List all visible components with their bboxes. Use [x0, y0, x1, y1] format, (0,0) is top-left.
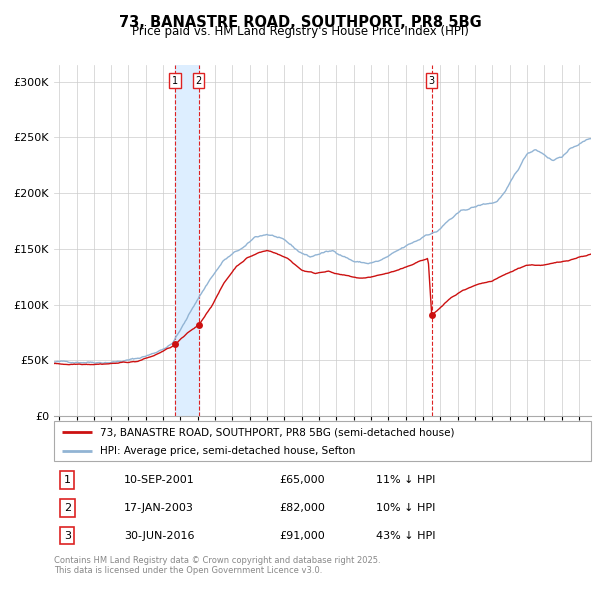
FancyBboxPatch shape	[54, 421, 591, 461]
Text: £65,000: £65,000	[280, 475, 325, 485]
Bar	[175, 65, 199, 416]
Text: 1: 1	[172, 76, 178, 86]
Text: 3: 3	[64, 531, 71, 541]
Text: 73, BANASTRE ROAD, SOUTHPORT, PR8 5BG (semi-detached house): 73, BANASTRE ROAD, SOUTHPORT, PR8 5BG (s…	[100, 428, 454, 438]
Text: 10% ↓ HPI: 10% ↓ HPI	[376, 503, 436, 513]
Text: 10-SEP-2001: 10-SEP-2001	[124, 475, 194, 485]
Text: £91,000: £91,000	[280, 531, 325, 541]
Text: 2: 2	[196, 76, 202, 86]
Text: 73, BANASTRE ROAD, SOUTHPORT, PR8 5BG: 73, BANASTRE ROAD, SOUTHPORT, PR8 5BG	[119, 15, 481, 30]
Text: HPI: Average price, semi-detached house, Sefton: HPI: Average price, semi-detached house,…	[100, 447, 355, 456]
Text: £82,000: £82,000	[280, 503, 325, 513]
Text: 17-JAN-2003: 17-JAN-2003	[124, 503, 194, 513]
Text: 43% ↓ HPI: 43% ↓ HPI	[376, 531, 436, 541]
Text: 1: 1	[64, 475, 71, 485]
Text: 30-JUN-2016: 30-JUN-2016	[124, 531, 194, 541]
Text: Contains HM Land Registry data © Crown copyright and database right 2025.
This d: Contains HM Land Registry data © Crown c…	[54, 556, 380, 575]
Text: 2: 2	[64, 503, 71, 513]
Text: 3: 3	[428, 76, 434, 86]
Text: Price paid vs. HM Land Registry's House Price Index (HPI): Price paid vs. HM Land Registry's House …	[131, 25, 469, 38]
Text: 11% ↓ HPI: 11% ↓ HPI	[376, 475, 436, 485]
